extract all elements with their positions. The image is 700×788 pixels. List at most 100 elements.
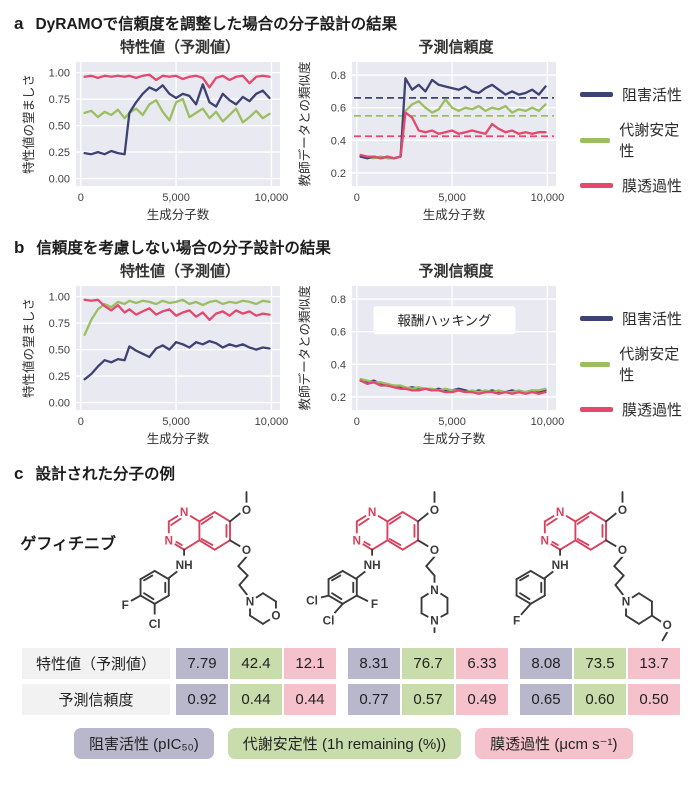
svg-text:0.2: 0.2 (331, 392, 346, 404)
chart-title-property-b: 特性値（予測値） (119, 263, 240, 280)
legend-swatch (580, 137, 611, 143)
table-value-cell: 8.31 (348, 648, 400, 679)
table-row: 特性値（予測値） 7.79 42.4 12.1 8.31 76.7 6.33 8.08 73.5… (22, 648, 688, 679)
svg-text:0.8: 0.8 (331, 294, 346, 306)
table-value-cell: 0.49 (456, 684, 508, 715)
svg-text:NH: NH (364, 559, 381, 572)
svg-text:0.4: 0.4 (331, 359, 346, 371)
legend-item: 阻害活性 (580, 308, 688, 329)
legend-label: 阻害活性 (622, 87, 683, 104)
chart-figure-reliability-a: 予測信頼度 0.2 0.4 0.6 0.8 0 5,000 10,000 生成分子数 教師データ… (296, 36, 572, 226)
legend-a: 阻害活性代謝安定性膜透過性 (580, 84, 688, 226)
table-value-cell: 0.44 (230, 684, 282, 715)
svg-text:教師データとの類似度: 教師データとの類似度 (297, 61, 312, 186)
chart-title-reliability-b: 予測信頼度 (418, 263, 494, 280)
panel-a: a DyRAMOで信頼度を調整した場合の分子設計の結果 特性値（予測値） 0.0… (12, 12, 688, 226)
svg-text:1.00: 1.00 (49, 292, 70, 304)
svg-text:F: F (371, 598, 378, 611)
legend-b: 阻害活性代謝安定性膜透過性 (580, 308, 688, 450)
svg-text:生成分子数: 生成分子数 (147, 207, 210, 222)
chart-figure-reliability-b: 予測信頼度 0.2 0.4 0.6 0.8 0 5,000 10,000 報酬ハッキング 生成分… (296, 260, 572, 450)
table-value-cell: 7.79 (176, 648, 228, 679)
svg-text:0.25: 0.25 (49, 147, 70, 159)
line-chart-reliability-a: 0.2 0.4 0.6 0.8 0 5,000 10,000 生成分子数 教師データとの類似度 (297, 61, 565, 222)
svg-text:0.2: 0.2 (331, 168, 346, 180)
svg-text:5,000: 5,000 (438, 192, 466, 204)
legend-swatch (580, 183, 613, 188)
svg-text:0.00: 0.00 (49, 398, 70, 410)
panel-a-charts: 特性値（予測値） 0.00 0.25 0.50 0.75 1.00 0 5,000 10,00… (12, 36, 688, 226)
svg-text:N: N (246, 596, 254, 609)
svg-text:0.25: 0.25 (49, 371, 70, 383)
chart-figure-property-b: 特性値（予測値） 0.00 0.25 0.50 0.75 1.00 0 5,000 10,00… (20, 260, 296, 450)
svg-text:Cl: Cl (323, 614, 335, 627)
svg-text:特性値の望ましさ: 特性値の望ましさ (21, 298, 36, 398)
svg-text:1.00: 1.00 (49, 68, 70, 80)
svg-text:O: O (242, 504, 251, 517)
line-chart-property-a: 0.00 0.25 0.50 0.75 1.00 0 5,000 10,000 生成分子数 特性値… (21, 62, 288, 222)
panel-c: c 設計された分子の例 ゲフィチニブ N N NH O O F Cl N O N N NH O O F Cl… (12, 462, 688, 759)
panel-b-charts: 特性値（予測値） 0.00 0.25 0.50 0.75 1.00 0 5,000 10,00… (12, 260, 688, 450)
badge-metabolic-stability: 代謝安定性 (1h remaining (%)) (227, 728, 462, 759)
svg-text:O: O (663, 619, 672, 632)
svg-text:生成分子数: 生成分子数 (147, 431, 210, 446)
table-value-cell: 0.57 (402, 684, 454, 715)
chart-title-property-a: 特性値（予測値） (119, 39, 240, 56)
panel-b: b 信頼度を考慮しない場合の分子設計の結果 特性値（予測値） 0.00 0.25 0… (12, 236, 688, 450)
svg-text:0.6: 0.6 (331, 327, 346, 339)
molecule-name-gefitinib: ゲフィチニブ (20, 536, 116, 553)
panel-b-letter: b (14, 238, 25, 257)
table-value-cell: 0.92 (176, 684, 228, 715)
legend-label: 膜透過性 (622, 402, 683, 419)
legend-swatch (580, 92, 613, 97)
table-value-cell: 0.60 (574, 684, 626, 715)
svg-text:0: 0 (354, 192, 360, 204)
svg-text:0: 0 (78, 192, 84, 204)
table-group-gap (338, 648, 346, 679)
chart-figure-property-a: 特性値（予測値） 0.00 0.25 0.50 0.75 1.00 0 5,000 10,00… (20, 36, 296, 226)
table-value-cell: 0.44 (284, 684, 336, 715)
legend-swatch (580, 361, 611, 367)
table-value-cell: 76.7 (402, 648, 454, 679)
svg-text:0.6: 0.6 (331, 103, 346, 115)
table-value-cell: 73.5 (574, 648, 626, 679)
legend-label: 代謝安定性 (619, 346, 680, 384)
svg-text:5,000: 5,000 (438, 416, 466, 428)
results-table: 特性値（予測値） 7.79 42.4 12.1 8.31 76.7 6.33 8.08 73.5… (22, 648, 688, 715)
badge-membrane-permeability: 膜透過性 (μcm s⁻¹) (475, 728, 633, 759)
svg-text:0.75: 0.75 (49, 318, 70, 330)
svg-text:0.50: 0.50 (49, 121, 70, 133)
svg-text:O: O (430, 544, 439, 557)
molecules-row: ゲフィチニブ N N NH O O F Cl N O N N NH O O F Cl Cl N N N N NH O O F… (12, 486, 688, 644)
svg-text:N: N (556, 506, 565, 519)
table-value-cell: 42.4 (230, 648, 282, 679)
table-value-cell: 12.1 (284, 648, 336, 679)
chart-title-reliability-a: 予測信頼度 (418, 39, 494, 56)
measure-badges: 阻害活性 (pIC₅₀) 代謝安定性 (1h remaining (%)) 膜透… (74, 728, 688, 759)
svg-text:N: N (165, 534, 174, 547)
panel-a-letter: a (14, 14, 24, 33)
legend-item: 膜透過性 (580, 399, 688, 420)
legend-item: 代謝安定性 (580, 119, 688, 161)
svg-text:O: O (618, 504, 627, 517)
svg-text:F: F (513, 614, 520, 627)
svg-text:N: N (430, 614, 439, 627)
table-value-cell: 13.7 (628, 648, 680, 679)
svg-text:5,000: 5,000 (162, 192, 190, 204)
table-group-gap (510, 684, 518, 715)
panel-c-letter: c (14, 464, 24, 483)
svg-text:O: O (242, 544, 251, 557)
panel-b-header: b 信頼度を考慮しない場合の分子設計の結果 (14, 236, 688, 258)
table-value-cell: 0.65 (520, 684, 572, 715)
table-group-gap (510, 648, 518, 679)
svg-text:10,000: 10,000 (531, 192, 565, 204)
svg-text:N: N (368, 506, 377, 519)
table-row-label: 予測信頼度 (22, 684, 170, 715)
svg-text:O: O (271, 610, 280, 623)
svg-text:10,000: 10,000 (531, 416, 565, 428)
legend-item: 膜透過性 (580, 175, 688, 196)
svg-text:報酬ハッキング: 報酬ハッキング (397, 313, 491, 328)
svg-text:0: 0 (354, 416, 360, 428)
